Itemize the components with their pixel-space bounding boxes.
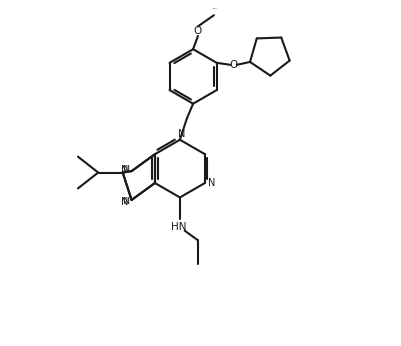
Text: O: O (193, 26, 202, 36)
Text: methyl: methyl (212, 8, 217, 9)
Text: O: O (229, 60, 237, 70)
Text: N: N (121, 164, 129, 174)
Text: N: N (122, 165, 129, 174)
Text: N: N (122, 198, 129, 207)
Text: N: N (121, 197, 129, 207)
Text: N: N (178, 129, 185, 139)
Text: HN: HN (170, 222, 186, 232)
Text: N: N (207, 178, 215, 188)
